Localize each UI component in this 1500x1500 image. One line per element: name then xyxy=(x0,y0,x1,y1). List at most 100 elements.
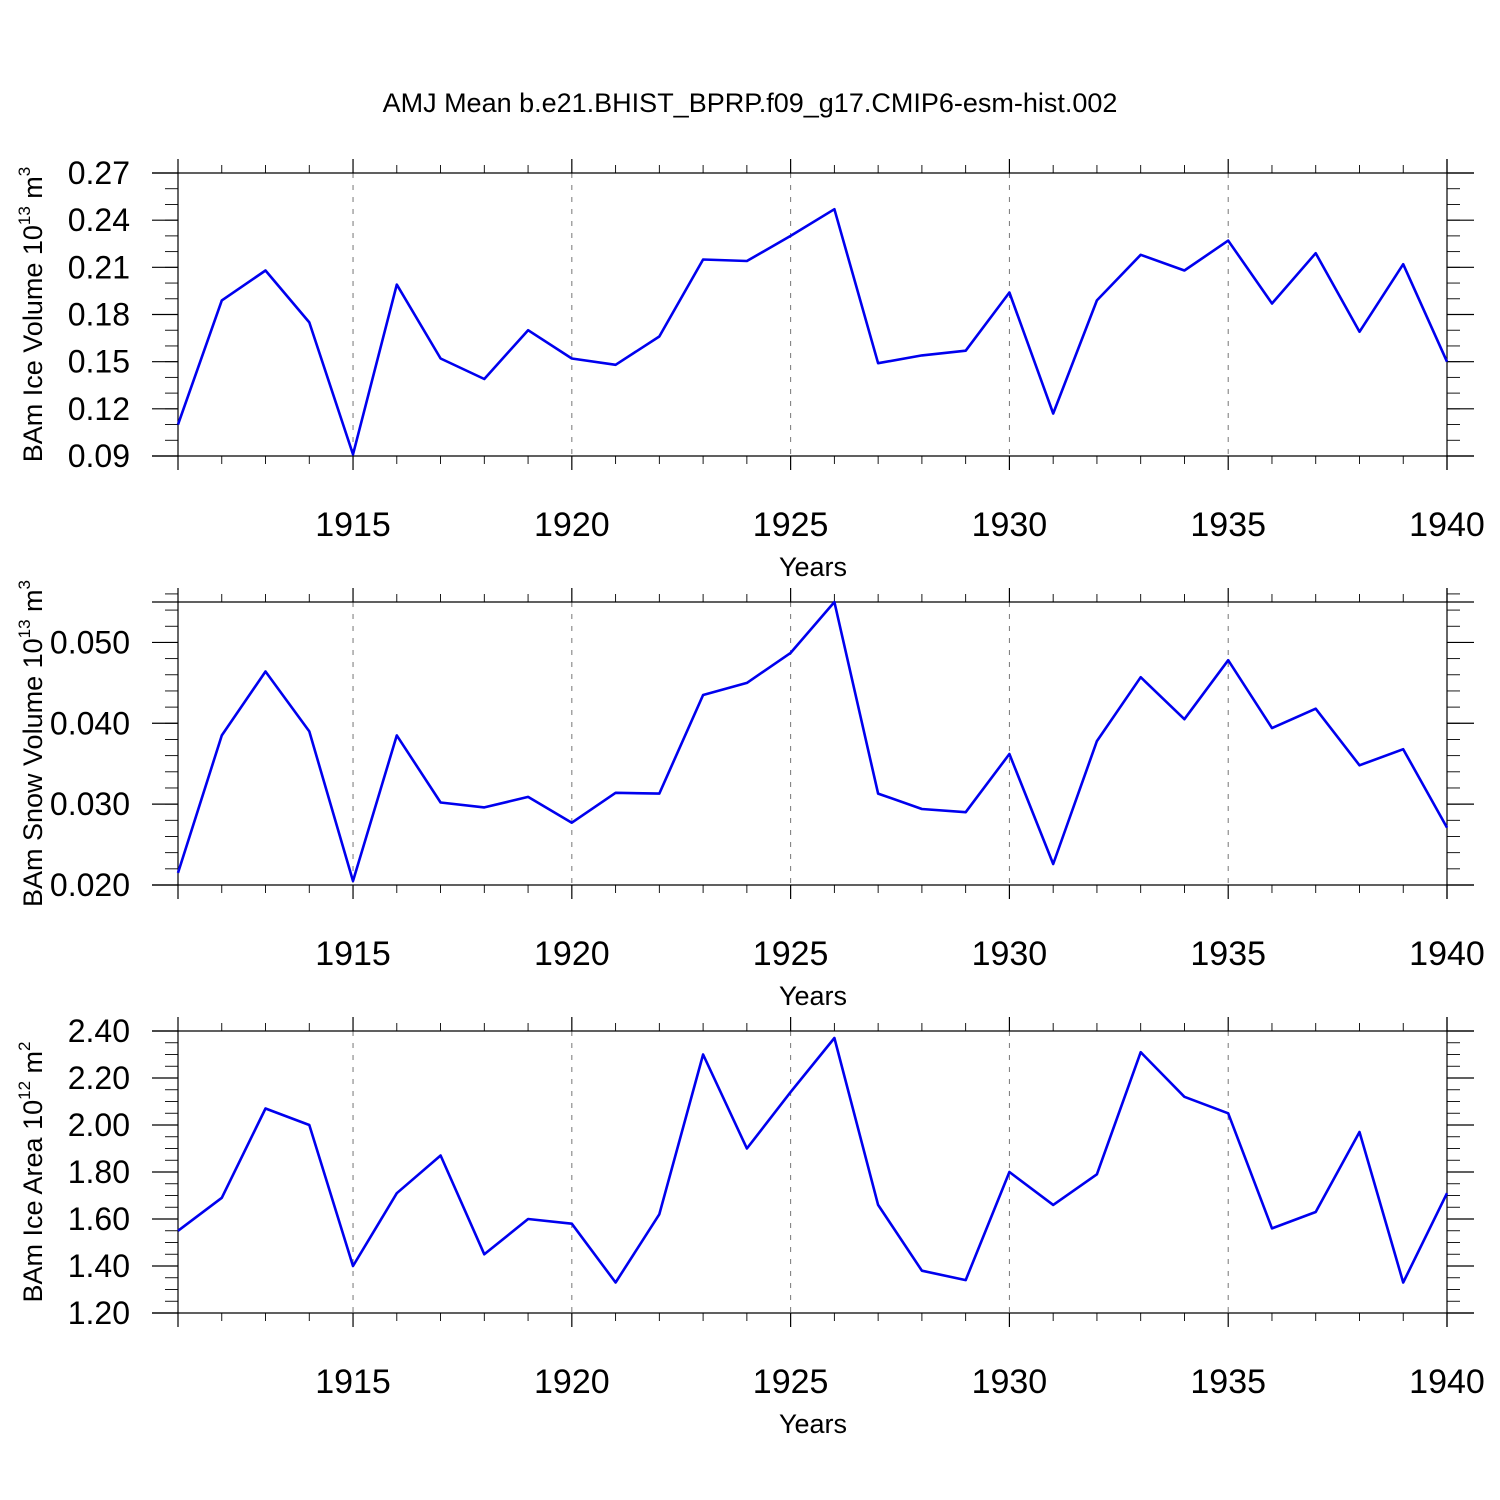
data-point xyxy=(570,1222,574,1226)
x-tick-label: 1940 xyxy=(1409,1363,1485,1401)
y-tick-label: 0.15 xyxy=(68,344,130,380)
data-point xyxy=(745,259,749,263)
y-tick-label: 0.040 xyxy=(50,705,130,741)
x-tick-label: 1925 xyxy=(753,935,829,973)
data-point xyxy=(1226,239,1230,243)
data-point xyxy=(307,729,311,733)
data-point xyxy=(1314,1210,1318,1214)
data-point xyxy=(439,357,443,361)
data-point xyxy=(307,1123,311,1127)
y-tick-label: 2.40 xyxy=(68,1013,130,1049)
x-tick-label: 1935 xyxy=(1190,935,1266,973)
data-point xyxy=(1270,301,1274,305)
data-point xyxy=(482,805,486,809)
y-tick-label: 0.030 xyxy=(50,786,130,822)
data-point xyxy=(876,1203,880,1207)
data-point xyxy=(701,1053,705,1057)
data-point xyxy=(351,452,355,456)
data-point xyxy=(526,328,530,332)
data-point xyxy=(351,1264,355,1268)
x-tick-label: 1930 xyxy=(972,506,1048,544)
data-point xyxy=(570,357,574,361)
data-point xyxy=(1445,826,1449,830)
data-point xyxy=(1401,1280,1405,1284)
y-tick-label: 0.24 xyxy=(68,202,130,238)
x-tick-label: 1915 xyxy=(315,1363,391,1401)
data-point xyxy=(789,651,793,655)
data-point xyxy=(307,320,311,324)
x-axis-label: Years xyxy=(779,552,847,582)
series-line xyxy=(176,207,1449,456)
data-point xyxy=(1051,1203,1055,1207)
y-tick-label: 0.27 xyxy=(68,155,130,191)
data-point xyxy=(1139,675,1143,679)
x-tick-label: 1920 xyxy=(534,506,610,544)
data-point xyxy=(614,791,618,795)
x-tick-label: 1915 xyxy=(315,935,391,973)
series-line xyxy=(177,1036,1449,1284)
data-point xyxy=(1095,1172,1099,1176)
chart-title: AMJ Mean b.e21.BHIST_BPRP.f09_g17.CMIP6-… xyxy=(383,88,1118,118)
data-point xyxy=(1007,290,1011,294)
y-tick-label: 1.60 xyxy=(68,1201,130,1237)
data-point xyxy=(876,792,880,796)
y-tick-label: 0.18 xyxy=(68,297,130,333)
chart-panel-2: 0.020 0.030 0.040 0.050 1915 1920 1925 1930 1935… xyxy=(15,580,1485,1011)
data-point xyxy=(964,1278,968,1282)
data-point xyxy=(964,810,968,814)
data-point xyxy=(701,257,705,261)
data-point xyxy=(176,1229,180,1233)
data-point xyxy=(1051,862,1055,866)
x-axis-label: Years xyxy=(779,981,847,1011)
data-point xyxy=(832,1036,836,1040)
x-tick-label: 1915 xyxy=(315,506,391,544)
data-point xyxy=(1182,268,1186,272)
data-point xyxy=(657,1212,661,1216)
y-tick-label: 1.40 xyxy=(68,1248,130,1284)
data-point xyxy=(526,795,530,799)
data-point xyxy=(1182,1095,1186,1099)
data-point xyxy=(1357,763,1361,767)
data-point xyxy=(264,268,268,272)
x-tick-label: 1935 xyxy=(1190,1363,1266,1401)
data-point xyxy=(1139,253,1143,257)
x-tick-label: 1920 xyxy=(534,1363,610,1401)
y-axis-label: BAm Ice Volume 1013 m3 xyxy=(15,167,48,463)
x-tick-label: 1930 xyxy=(972,935,1048,973)
data-point xyxy=(1314,251,1318,255)
data-point xyxy=(176,871,180,875)
data-point xyxy=(1007,1170,1011,1174)
data-point xyxy=(832,207,836,211)
y-tick-label: 1.80 xyxy=(68,1154,130,1190)
x-tick-label: 1925 xyxy=(753,1363,829,1401)
data-point xyxy=(439,1154,443,1158)
data-point xyxy=(1357,1130,1361,1134)
data-point xyxy=(1445,360,1449,364)
data-point xyxy=(1401,262,1405,266)
y-tick-label: 2.20 xyxy=(68,1060,130,1096)
data-point xyxy=(1095,298,1099,302)
data-point xyxy=(1226,1111,1230,1115)
data-point xyxy=(920,1269,924,1273)
data-point xyxy=(1270,1226,1274,1230)
y-tick-label: 0.21 xyxy=(68,249,130,285)
panels-container: 0.09 0.12 0.15 0.18 0.21 0.24 0.27 1915 1920 1925… xyxy=(15,155,1485,1439)
data-point xyxy=(220,733,224,737)
data-point xyxy=(264,1107,268,1111)
data-point xyxy=(701,693,705,697)
y-tick-label: 1.20 xyxy=(68,1295,130,1331)
y-axis-label: BAm Snow Volume 1013 m3 xyxy=(15,580,48,907)
data-point xyxy=(1314,707,1318,711)
data-point xyxy=(482,377,486,381)
data-point xyxy=(395,283,399,287)
data-point xyxy=(920,353,924,357)
series-line xyxy=(176,600,1449,883)
data-point xyxy=(395,1191,399,1195)
data-point xyxy=(920,807,924,811)
data-point xyxy=(220,1196,224,1200)
data-point xyxy=(745,1147,749,1151)
data-point xyxy=(176,423,180,427)
y-tick-label: 2.00 xyxy=(68,1107,130,1143)
y-tick-label: 0.020 xyxy=(50,867,130,903)
